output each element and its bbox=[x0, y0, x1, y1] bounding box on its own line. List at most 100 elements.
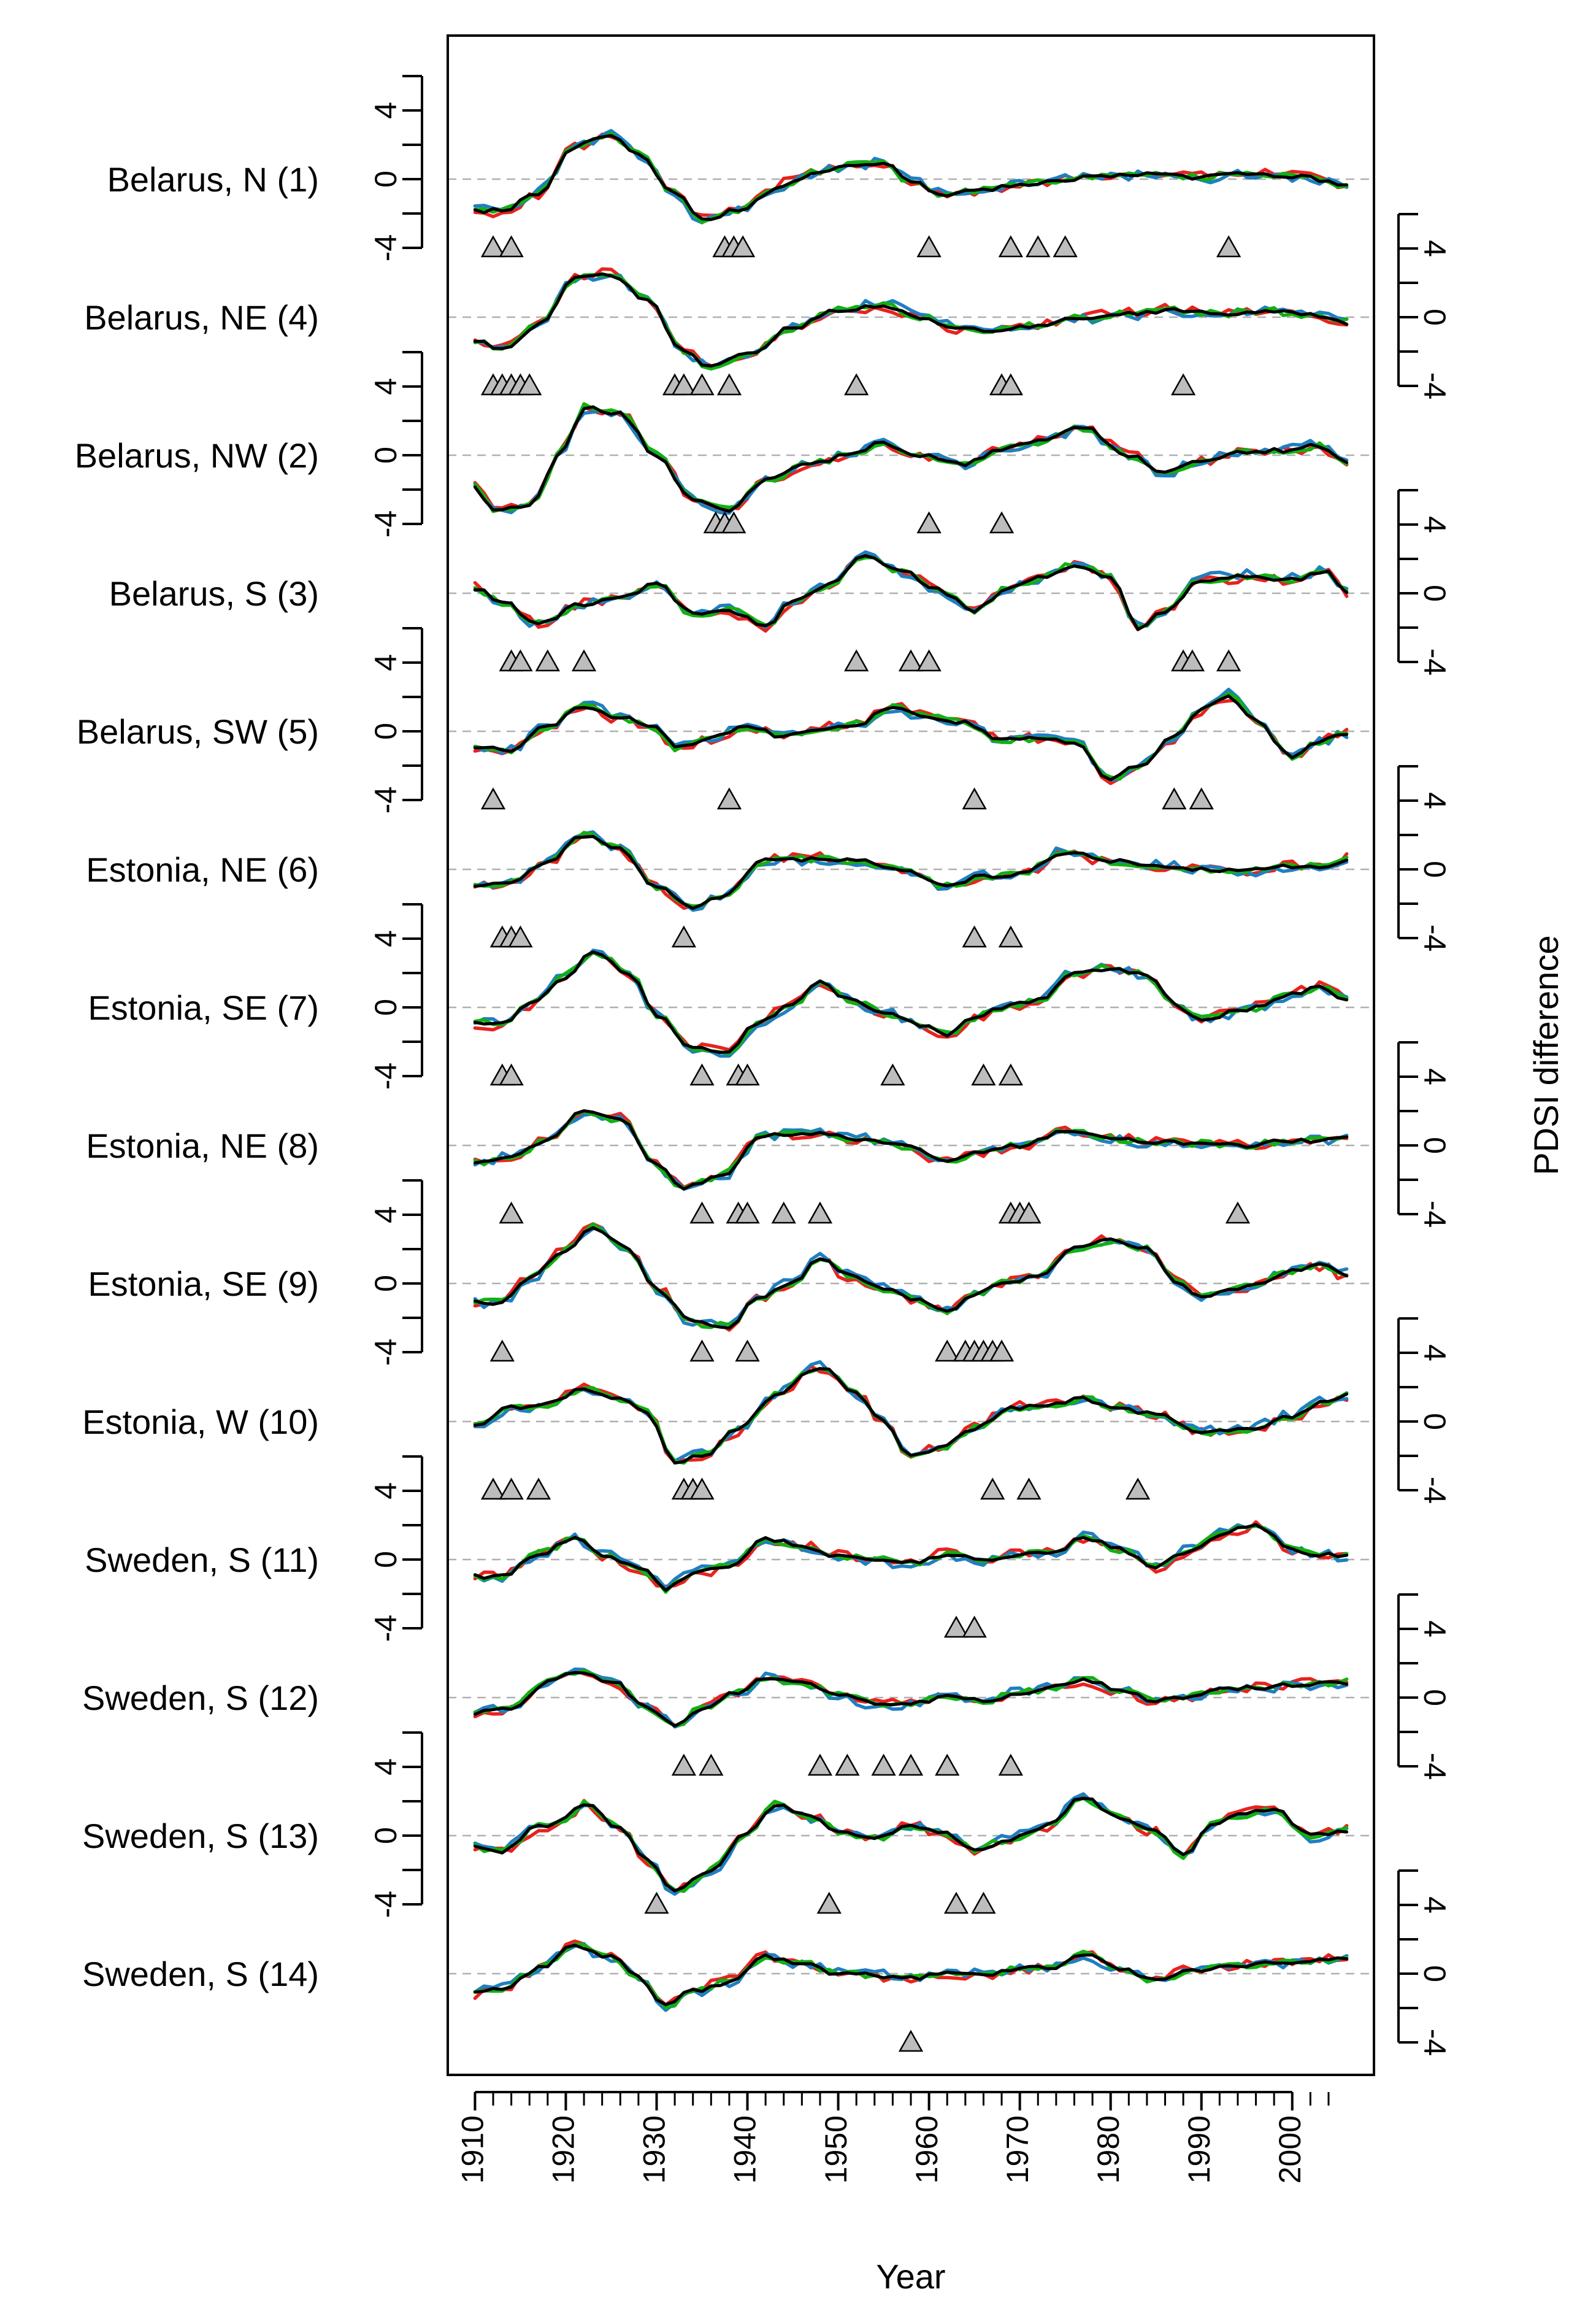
triangle-marker bbox=[1225, 1201, 1251, 1224]
panel-tick-label: 0 bbox=[1418, 1413, 1452, 1430]
panel-tick-label: 0 bbox=[1418, 861, 1452, 878]
panel-tick-label: -4 bbox=[1418, 2029, 1452, 2056]
triangle-marker bbox=[526, 1477, 551, 1500]
panel-tick-label: -4 bbox=[1418, 648, 1452, 675]
series-line-blue bbox=[473, 948, 1349, 1058]
series-line-black bbox=[473, 134, 1349, 221]
panel-label: Sweden, S (12) bbox=[82, 1679, 319, 1717]
triangle-marker bbox=[898, 649, 924, 672]
triangle-marker bbox=[1026, 235, 1051, 258]
triangle-marker bbox=[499, 1201, 524, 1224]
panel-tick-label: 4 bbox=[1418, 792, 1452, 809]
x-axis-title: Year bbox=[876, 2257, 945, 2296]
panel-11: Sweden, S (11) 4 0 -4 bbox=[85, 1455, 1374, 1642]
panel-13: Sweden, S (13) 4 0 -4 bbox=[82, 1731, 1374, 1918]
triangle-marker bbox=[716, 373, 742, 396]
panel-label: Estonia, NE (8) bbox=[86, 1126, 319, 1165]
triangle-marker bbox=[735, 1201, 760, 1224]
triangle-marker bbox=[499, 1063, 524, 1086]
series-line-black bbox=[473, 1367, 1349, 1465]
panel-tick-label: 4 bbox=[1418, 516, 1452, 533]
triangle-marker bbox=[730, 235, 756, 258]
x-tick-label: 1960 bbox=[910, 2115, 944, 2183]
series-line-blue bbox=[473, 1360, 1349, 1463]
triangle-marker bbox=[1216, 649, 1241, 672]
panel-tick-label: 4 bbox=[1418, 1620, 1452, 1637]
triangle-marker bbox=[689, 1477, 715, 1500]
series-line-black bbox=[473, 950, 1349, 1054]
triangle-marker bbox=[721, 511, 746, 534]
triangle-marker bbox=[971, 1063, 996, 1086]
panel-10: Estonia, W (10) 4 0 -4 bbox=[82, 1317, 1452, 1504]
triangle-marker bbox=[816, 1891, 842, 1914]
triangle-marker bbox=[1016, 1201, 1042, 1224]
triangle-marker bbox=[489, 1339, 515, 1362]
panel-tick-label: 4 bbox=[1418, 1896, 1452, 1914]
panel-label: Sweden, S (14) bbox=[82, 1955, 319, 1993]
panel-tick-label: 0 bbox=[369, 171, 403, 188]
triangle-marker bbox=[644, 1891, 669, 1914]
triangle-marker bbox=[1162, 787, 1187, 810]
triangle-marker bbox=[916, 511, 942, 534]
triangle-marker bbox=[689, 1063, 715, 1086]
panel-tick-label: -4 bbox=[369, 1891, 403, 1918]
panel-tick-label: 4 bbox=[1418, 1068, 1452, 1085]
x-tick-label: 1990 bbox=[1182, 2115, 1216, 2183]
triangle-marker bbox=[962, 1615, 987, 1638]
panel-tick-label: -4 bbox=[369, 234, 403, 261]
series-line-green bbox=[473, 1109, 1349, 1190]
triangle-marker bbox=[771, 1201, 796, 1224]
panel-tick-label: 0 bbox=[1418, 1689, 1452, 1706]
triangle-marker bbox=[689, 1339, 715, 1362]
series-line-blue bbox=[473, 274, 1349, 371]
panel-label: Estonia, NE (6) bbox=[86, 850, 319, 889]
triangle-marker bbox=[735, 1063, 760, 1086]
panel-tick-label: 0 bbox=[1418, 309, 1452, 326]
panel-tick-label: 4 bbox=[369, 1206, 403, 1223]
panel-label: Estonia, SE (9) bbox=[88, 1264, 319, 1303]
x-tick-label: 2000 bbox=[1273, 2115, 1307, 2183]
panel-tick-label: -4 bbox=[369, 1063, 403, 1090]
triangle-marker bbox=[1170, 373, 1196, 396]
triangle-marker bbox=[844, 649, 869, 672]
panel-tick-label: -4 bbox=[369, 510, 403, 537]
panel-label: Sweden, S (11) bbox=[85, 1541, 319, 1579]
series-line-black bbox=[473, 272, 1349, 368]
series-line-red bbox=[473, 950, 1349, 1053]
panel-tick-label: 0 bbox=[369, 1275, 403, 1292]
series-line-black bbox=[473, 1226, 1349, 1330]
series-line-red bbox=[473, 1222, 1349, 1332]
panel-label: Sweden, S (13) bbox=[82, 1817, 319, 1855]
panel-label: Estonia, SE (7) bbox=[88, 988, 319, 1027]
panel-2: Belarus, NE (4) 4 0 -4 bbox=[84, 213, 1452, 399]
triangle-marker bbox=[971, 1891, 996, 1914]
triangle-marker bbox=[508, 649, 533, 672]
triangle-marker bbox=[835, 1753, 860, 1776]
x-tick-label: 1940 bbox=[728, 2115, 762, 2183]
series-line-red bbox=[473, 551, 1349, 633]
x-tick-label: 1910 bbox=[456, 2115, 490, 2183]
panel-tick-label: 0 bbox=[1418, 585, 1452, 602]
triangle-marker bbox=[998, 1063, 1023, 1086]
panel-7: Estonia, SE (7) 4 0 -4 bbox=[88, 903, 1374, 1090]
panel-tick-label: 4 bbox=[1418, 1344, 1452, 1361]
panel-1: Belarus, N (1) 4 0 -4 bbox=[107, 75, 1374, 261]
triangle-marker bbox=[998, 373, 1023, 396]
panel-9: Estonia, SE (9) 4 0 -4 bbox=[88, 1179, 1374, 1366]
triangle-marker bbox=[517, 373, 542, 396]
panel-tick-label: -4 bbox=[1418, 372, 1452, 399]
triangle-marker bbox=[989, 1339, 1015, 1362]
panel-tick-label: 4 bbox=[369, 102, 403, 119]
triangle-marker bbox=[699, 1753, 724, 1776]
series-line-green bbox=[473, 1366, 1349, 1465]
series-line-blue bbox=[473, 1112, 1349, 1191]
triangle-marker bbox=[1016, 1477, 1042, 1500]
series-line-blue bbox=[473, 1792, 1349, 1896]
panel-12: Sweden, S (12) 4 0 -4 bbox=[82, 1593, 1452, 1780]
triangle-marker bbox=[499, 1477, 524, 1500]
panel-tick-label: -4 bbox=[1418, 1477, 1452, 1504]
triangle-marker bbox=[689, 1201, 715, 1224]
triangle-marker bbox=[943, 1615, 969, 1638]
